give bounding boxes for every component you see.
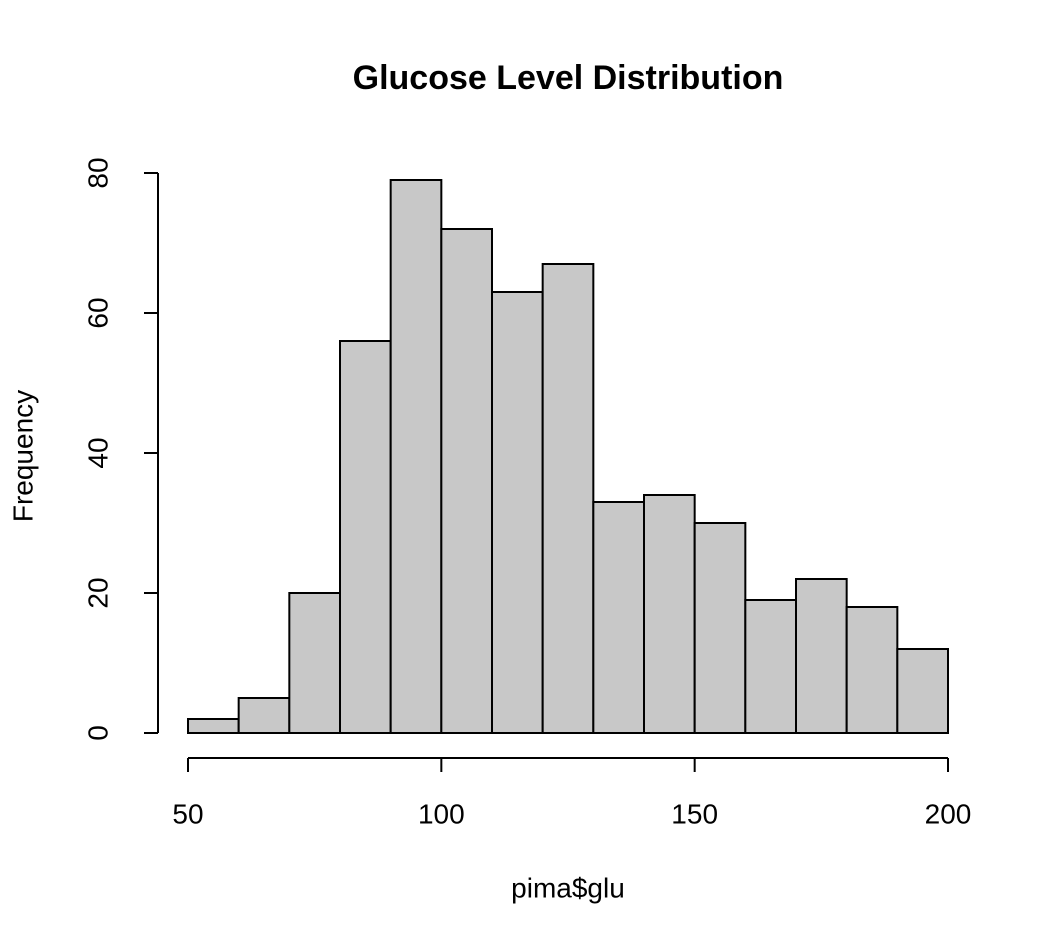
x-tick-label: 150 [671, 798, 718, 829]
bar [795, 578, 848, 734]
bar [744, 599, 797, 734]
chart-title: Glucose Level Distribution [353, 59, 784, 97]
y-tick-label: 60 [82, 297, 113, 328]
bar [541, 263, 595, 734]
bar [896, 648, 949, 734]
y-tick-label: 80 [82, 157, 113, 188]
bar [643, 494, 696, 734]
bar [187, 718, 240, 734]
bar [237, 697, 291, 734]
bar [693, 522, 747, 734]
x-axis-label: pima$glu [511, 872, 625, 903]
bar [440, 228, 494, 734]
x-tick-label: 200 [925, 798, 972, 829]
bar [845, 606, 899, 734]
y-tick-label: 20 [82, 577, 113, 608]
y-tick-label: 40 [82, 437, 113, 468]
x-tick-label: 100 [418, 798, 465, 829]
bar [288, 592, 342, 734]
bar [339, 340, 392, 734]
bar [592, 501, 645, 734]
y-axis-label: Frequency [7, 390, 38, 522]
bar [491, 291, 544, 734]
y-tick-label: 0 [82, 725, 113, 741]
x-tick-label: 50 [172, 798, 203, 829]
bar [389, 179, 443, 734]
